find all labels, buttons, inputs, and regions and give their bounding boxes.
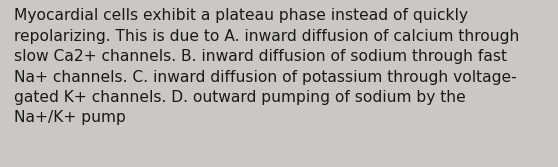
Text: Myocardial cells exhibit a plateau phase instead of quickly
repolarizing. This i: Myocardial cells exhibit a plateau phase… — [14, 8, 519, 125]
